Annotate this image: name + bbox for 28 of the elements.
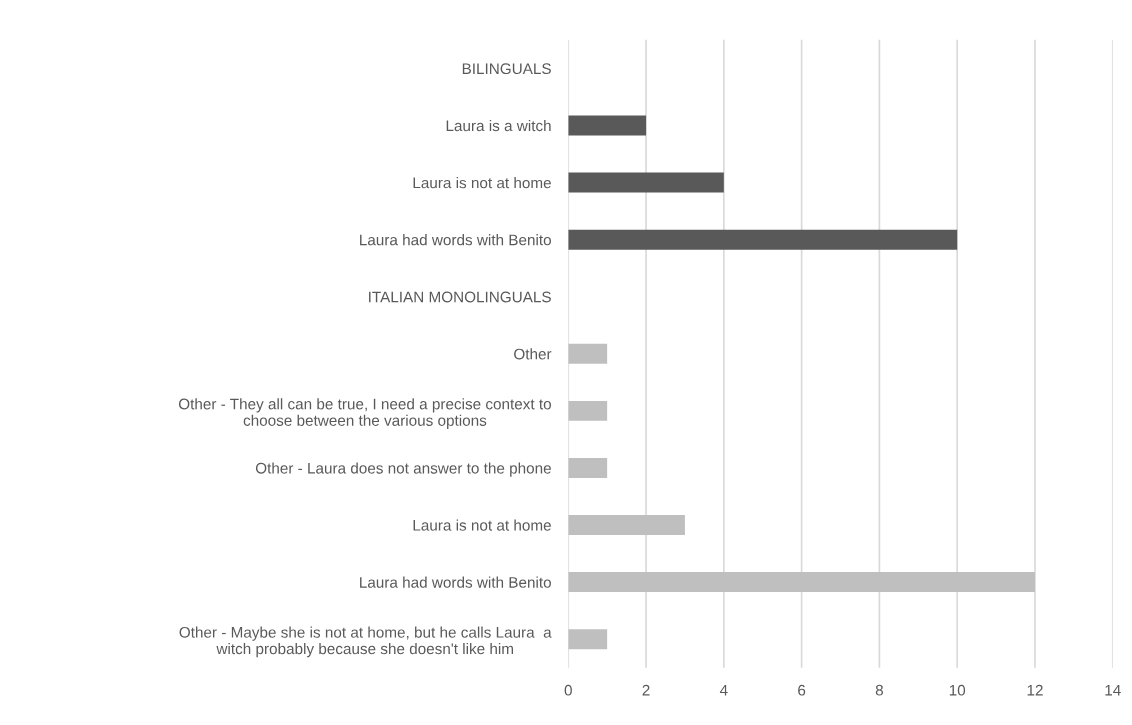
y-tick-label: BILINGUALS bbox=[462, 63, 551, 75]
x-tick-label: 8 bbox=[875, 684, 883, 696]
x-tick-label: 14 bbox=[1105, 684, 1121, 696]
y-tick-label: Other - They all can be true, I need a precise context to choose between the various options bbox=[178, 398, 551, 429]
y-tick-label: Laura is not at home bbox=[413, 177, 551, 189]
bar bbox=[568, 629, 608, 650]
y-tick-label: Other bbox=[514, 348, 552, 360]
bar bbox=[568, 515, 685, 536]
x-tick-label: 6 bbox=[798, 684, 806, 696]
bar bbox=[568, 572, 1035, 593]
x-tick-label: 2 bbox=[642, 684, 650, 696]
x-tick-label: 0 bbox=[564, 684, 572, 696]
y-tick-label: ITALIAN MONOLINGUALS bbox=[369, 291, 551, 303]
y-tick-label: Other - Laura does not answer to the phone bbox=[255, 462, 551, 477]
bar bbox=[568, 343, 608, 364]
x-tick-label: 12 bbox=[1027, 684, 1043, 696]
x-tick-label: 10 bbox=[949, 684, 966, 696]
bar bbox=[568, 400, 608, 421]
bar bbox=[568, 457, 608, 478]
bar bbox=[568, 115, 647, 136]
y-tick-label: Other - Maybe she is not at home, but he calls Laura a witch probably because she doesn't like him bbox=[179, 626, 552, 658]
bar bbox=[568, 172, 724, 193]
y-tick-label: Laura is a witch bbox=[446, 119, 551, 132]
y-tick-label: Laura had words with Benito bbox=[360, 576, 551, 588]
x-tick-label: 4 bbox=[719, 684, 728, 696]
bar bbox=[568, 229, 958, 250]
y-tick-label: Laura is not at home bbox=[413, 519, 551, 531]
y-tick-label: Laura had words with Benito bbox=[360, 234, 551, 246]
